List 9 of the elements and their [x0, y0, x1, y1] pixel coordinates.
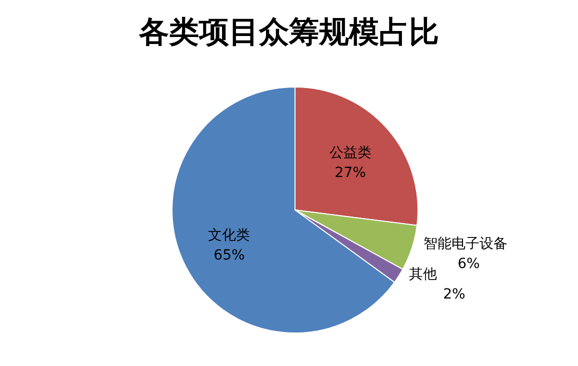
data-label: 6%	[458, 256, 480, 272]
chart-title: 各类项目众筹规模占比	[138, 15, 439, 50]
slice-label: 文化类	[208, 228, 250, 244]
slice-label: 智能电子设备	[424, 236, 508, 252]
data-label: 27%	[334, 165, 366, 182]
data-label: 65%	[214, 248, 245, 264]
slice-label: 公益类	[329, 145, 372, 162]
slice-label: 其他	[409, 266, 438, 282]
data-label: 2%	[443, 286, 466, 302]
